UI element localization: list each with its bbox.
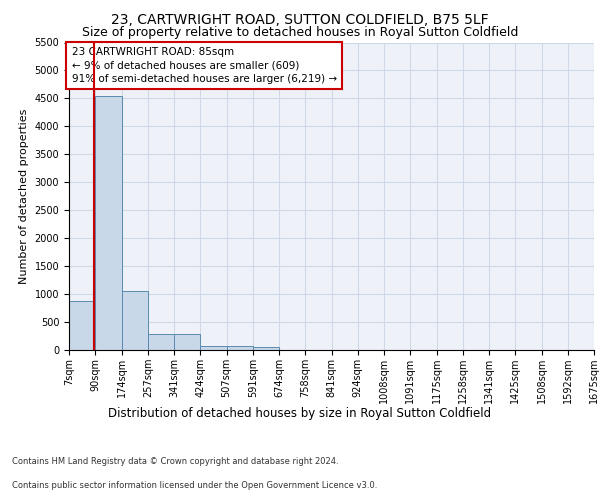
Bar bbox=[121, 290, 148, 350]
Bar bbox=[200, 346, 227, 350]
Text: Size of property relative to detached houses in Royal Sutton Coldfield: Size of property relative to detached ho… bbox=[82, 26, 518, 39]
Bar bbox=[174, 334, 200, 350]
Y-axis label: Number of detached properties: Number of detached properties bbox=[19, 108, 29, 284]
Text: Contains HM Land Registry data © Crown copyright and database right 2024.: Contains HM Land Registry data © Crown c… bbox=[12, 457, 338, 466]
Text: Distribution of detached houses by size in Royal Sutton Coldfield: Distribution of detached houses by size … bbox=[109, 408, 491, 420]
Bar bbox=[95, 96, 121, 350]
Bar bbox=[148, 334, 174, 350]
Bar bbox=[253, 347, 279, 350]
Text: 23, CARTWRIGHT ROAD, SUTTON COLDFIELD, B75 5LF: 23, CARTWRIGHT ROAD, SUTTON COLDFIELD, B… bbox=[111, 12, 489, 26]
Bar bbox=[227, 346, 253, 350]
Text: 23 CARTWRIGHT ROAD: 85sqm
← 9% of detached houses are smaller (609)
91% of semi-: 23 CARTWRIGHT ROAD: 85sqm ← 9% of detach… bbox=[71, 47, 337, 84]
Text: Contains public sector information licensed under the Open Government Licence v3: Contains public sector information licen… bbox=[12, 481, 377, 490]
Bar bbox=[69, 301, 95, 350]
